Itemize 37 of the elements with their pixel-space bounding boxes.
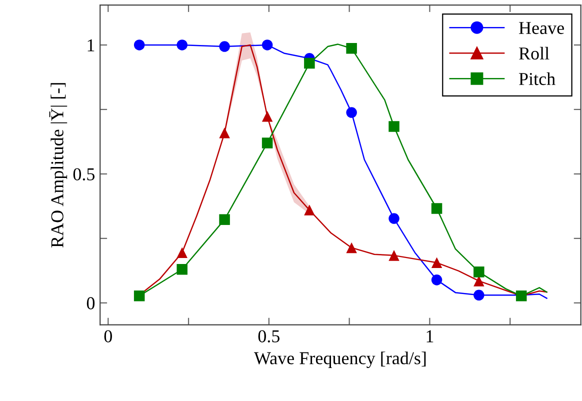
x-tick-label: 1 [426, 330, 434, 342]
point [304, 58, 315, 69]
point [176, 264, 188, 275]
x-axis-title: Wave Frequency [rad/s] [254, 352, 426, 368]
point [474, 266, 484, 278]
legend-label: Pitch [518, 72, 556, 86]
legend-label: Roll [518, 46, 550, 60]
y-axis-title: RAO Amplitude |Ȳ| [-] [49, 83, 68, 248]
point [388, 250, 400, 261]
point [262, 111, 273, 122]
point [474, 276, 484, 286]
point [474, 290, 484, 301]
point [516, 290, 527, 302]
y-tick-label: 0 [86, 297, 95, 310]
y-tick-label: 1 [88, 39, 94, 52]
point [431, 274, 442, 286]
point [346, 242, 357, 254]
legend-label: Heave [518, 22, 564, 34]
point [346, 107, 357, 118]
x-tick-label: 0 [104, 330, 112, 342]
point [262, 138, 273, 148]
point [431, 203, 442, 214]
point [176, 247, 188, 258]
point [219, 41, 230, 52]
point [346, 42, 357, 54]
point [388, 213, 400, 224]
point [134, 40, 145, 50]
point [431, 257, 442, 268]
x-tick-label: 0.5 [258, 330, 280, 342]
point [262, 40, 273, 50]
point [176, 40, 188, 50]
point [134, 290, 145, 302]
point [219, 128, 230, 138]
point [388, 121, 400, 132]
y-tick-label: 0.5 [73, 168, 95, 180]
point [219, 214, 230, 225]
point [304, 204, 315, 216]
